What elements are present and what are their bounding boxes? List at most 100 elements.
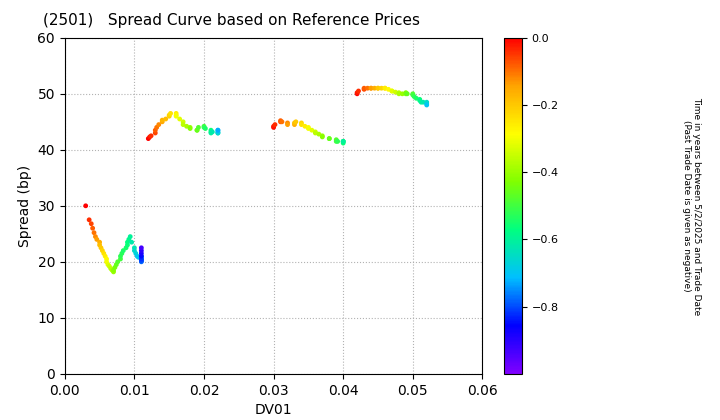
Point — [174, 116, 186, 122]
Point — [96, 247, 108, 254]
Y-axis label: Spread (bp): Spread (bp) — [18, 165, 32, 247]
Point — [114, 256, 126, 262]
Point — [135, 256, 147, 262]
Point — [386, 88, 397, 94]
Point — [359, 85, 370, 92]
Point — [114, 253, 126, 260]
Point — [135, 250, 147, 257]
Point — [122, 239, 133, 246]
Point — [129, 247, 140, 254]
Point — [205, 130, 217, 136]
Point — [317, 134, 328, 140]
Point — [323, 135, 335, 142]
Point — [160, 116, 171, 122]
Point — [132, 253, 143, 260]
Point — [94, 239, 105, 246]
Point — [212, 130, 224, 136]
Point — [120, 244, 132, 251]
Point — [289, 120, 300, 126]
Point — [130, 250, 142, 257]
Point — [372, 85, 384, 92]
Point — [351, 89, 363, 96]
Point — [390, 89, 401, 95]
Point — [104, 263, 115, 270]
Point — [171, 110, 182, 117]
X-axis label: DV01: DV01 — [255, 403, 292, 417]
Point — [421, 100, 433, 107]
Point — [338, 138, 349, 145]
Point — [212, 129, 224, 135]
Point — [330, 138, 342, 145]
Point — [268, 123, 279, 130]
Point — [117, 247, 129, 254]
Point — [91, 236, 102, 243]
Point — [122, 241, 133, 248]
Point — [407, 92, 418, 98]
Point — [87, 225, 99, 231]
Point — [135, 257, 147, 264]
Point — [84, 216, 95, 223]
Point — [193, 124, 204, 131]
Point — [90, 233, 102, 240]
Point — [163, 112, 175, 118]
Point — [212, 127, 224, 134]
Text: Time in years between 5/2/2025 and Trade Date
(Past Trade Date is given as negat: Time in years between 5/2/2025 and Trade… — [682, 97, 701, 315]
Point — [135, 247, 147, 254]
Point — [101, 256, 112, 262]
Point — [338, 138, 349, 145]
Point — [86, 220, 97, 227]
Point — [338, 138, 349, 145]
Point — [414, 97, 426, 104]
Point — [276, 118, 288, 125]
Point — [135, 257, 147, 264]
Point — [171, 113, 182, 120]
Point — [400, 90, 412, 97]
Point — [116, 250, 127, 257]
Point — [282, 120, 293, 126]
Point — [376, 85, 387, 92]
Point — [289, 121, 300, 128]
Point — [400, 89, 412, 96]
Point — [125, 233, 136, 240]
Point — [101, 258, 112, 265]
Point — [362, 85, 374, 92]
Point — [165, 110, 176, 117]
Point — [421, 99, 433, 105]
Point — [135, 244, 147, 251]
Point — [151, 124, 163, 131]
Point — [418, 99, 429, 105]
Point — [402, 90, 413, 97]
Point — [99, 253, 111, 260]
Point — [323, 135, 335, 142]
Point — [184, 125, 196, 132]
Point — [163, 113, 175, 120]
Point — [408, 93, 420, 100]
Point — [108, 267, 120, 273]
Point — [275, 118, 287, 125]
Point — [192, 127, 203, 134]
Point — [109, 264, 121, 271]
Point — [112, 258, 123, 265]
Point — [105, 265, 117, 272]
Point — [205, 129, 217, 135]
Point — [198, 124, 210, 131]
Point — [111, 261, 122, 268]
Point — [383, 86, 395, 93]
Point — [296, 121, 307, 128]
Point — [282, 121, 293, 128]
Point — [150, 127, 161, 134]
Point — [95, 244, 107, 251]
Point — [306, 127, 318, 134]
Point — [132, 254, 144, 261]
Point — [410, 95, 422, 102]
Point — [330, 136, 342, 143]
Point — [332, 138, 343, 145]
Point — [135, 258, 147, 265]
Point — [379, 85, 391, 92]
Point — [198, 123, 210, 130]
Point — [386, 88, 397, 94]
Text: (2501)   Spread Curve based on Reference Prices: (2501) Spread Curve based on Reference P… — [43, 13, 420, 28]
Point — [177, 121, 189, 128]
Point — [365, 85, 377, 92]
Point — [421, 102, 433, 108]
